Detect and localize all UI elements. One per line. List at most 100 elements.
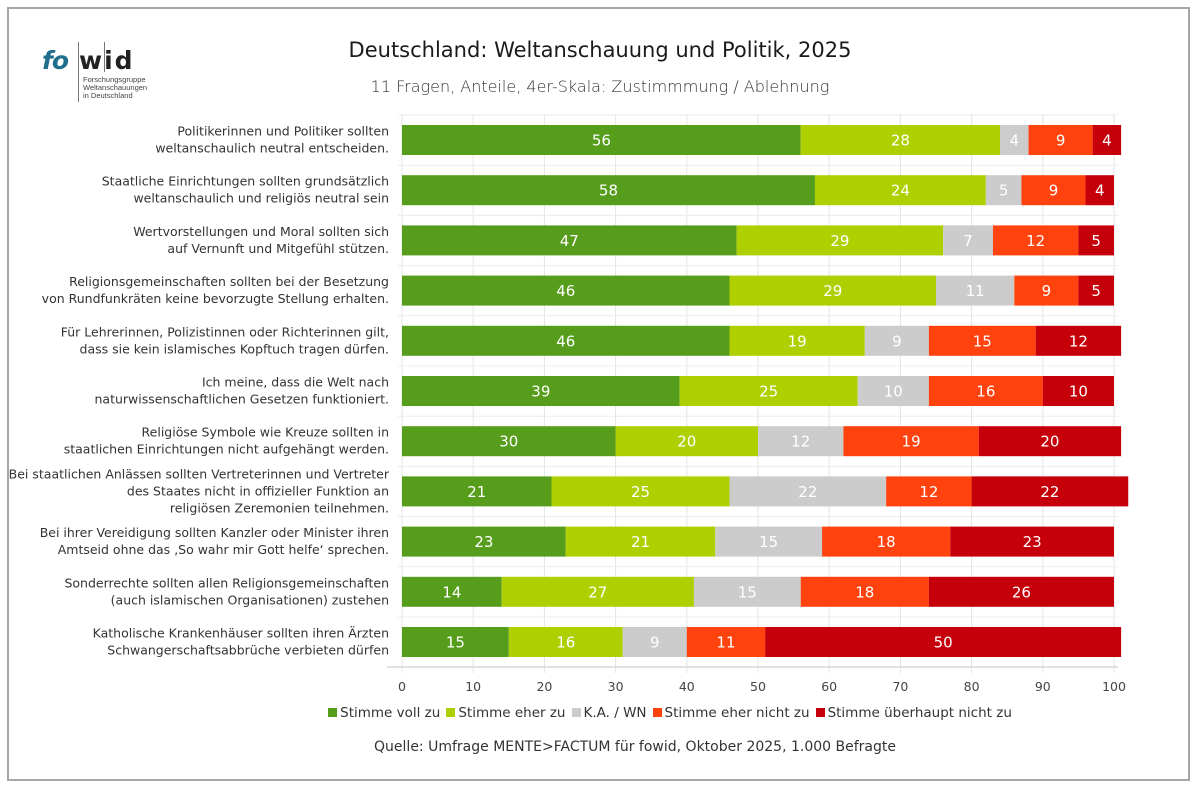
category-label: Ich meine, dass die Welt nach naturwissen… [95,375,390,407]
legend-swatch [328,708,338,717]
bar-segment [1028,125,1093,155]
category-label: Religiöse Symbole wie Kreuze sollten in s… [64,425,389,457]
bar-value-label: 22 [1040,483,1059,501]
source-note: Quelle: Umfrage MENTE>FACTUM für fowid, … [374,739,896,755]
bar-segment [992,225,1079,256]
bar-segment [1042,376,1114,406]
bar-segment [402,325,730,356]
x-axis: 0 10 20 30 40 50 60 70 80 90 100 [387,666,1126,694]
x-tick-label: 100 [1102,679,1126,694]
bar-value-label: 10 [1069,383,1088,401]
bar-segment [985,175,1022,206]
legend-item: Stimme eher nicht zu [652,705,810,721]
bar-segment [758,426,844,457]
bar-segment [402,376,680,406]
category-label-line: Religiöse Symbole wie Kreuze sollten in [142,425,389,440]
bar-segment [1092,125,1122,155]
bar-value-label: 25 [631,483,650,501]
bar-segment [928,376,1043,406]
bar-value-label: 18 [877,533,896,551]
bar-segment [402,175,815,206]
bar-value-label: 9 [1049,182,1059,200]
category-label-line: naturwissenschaftlichen Gesetzen funktio… [95,392,390,407]
category-label-line: religiösen Zeremonien teilnehmen. [170,500,389,515]
bar-segment [402,225,737,256]
category-label-line: (auch islamischen Organisationen) zusteh… [111,592,389,607]
category-label-line: Schwangerschaftsabbrüche verbieten dürfe… [107,643,389,658]
bar-value-label: 5 [1091,282,1101,300]
bar-segment [402,627,509,657]
category-labels: Politikerinnen und Politiker sollten welt… [9,124,390,658]
bar-value-label: 9 [892,332,902,350]
bar-segment [693,576,801,607]
category-label-line: weltanschaulich und religiös neutral sei… [133,191,389,206]
bar-value-label: 9 [1042,282,1052,300]
bar-value-label: 19 [902,433,921,451]
bar-value-label: 16 [556,634,575,652]
bar-value-label: 50 [934,634,953,652]
category-label: Sonderrechte sollten allen Religionsgeme… [64,575,389,607]
bar-segment [551,476,730,507]
chart-title: Deutschland: Weltanschauung und Politik,… [348,38,852,62]
bar-segment [971,476,1129,507]
fowid-logo: fo wid Forschungsgruppe Weltanschauungen… [42,42,152,106]
category-label: Wertvorstellungen und Moral sollten sich… [133,224,389,256]
bar-value-label: 9 [650,634,660,652]
bar-segment [402,426,616,457]
bar-value-label: 58 [599,182,618,200]
legend-label: Stimme überhaupt nicht zu [827,705,1012,721]
bar-value-label: 12 [791,433,810,451]
bar-segment [765,627,1122,657]
bar-segment [1014,275,1079,306]
category-label: Staatliche Einrichtungen sollten grundsä… [102,174,389,206]
bar-value-label: 18 [855,583,874,601]
bar-value-label: 29 [830,232,849,250]
bar-value-label: 46 [556,282,575,300]
legend-item: Stimme eher zu [446,705,566,721]
bar-segment [943,225,993,256]
bar-value-label: 24 [891,182,910,200]
bar-value-label: 12 [919,483,938,501]
bar-segment [1078,275,1114,306]
bar-segment [715,526,823,557]
bar-value-label: 22 [798,483,817,501]
category-label-line: Amtseid ohne das ‚So wahr mir Gott helfe… [58,542,389,557]
category-label-line: Religionsgemeinschaften sollten bei der … [69,274,389,289]
logo-text-fo: fo [42,46,69,75]
stacked-bar-chart: Politikerinnen und Politiker sollten welt… [9,114,1129,694]
category-label-line: staatlichen Einrichtungen nicht aufgehän… [64,442,389,457]
legend-label: Stimme eher zu [458,705,566,721]
bar-segment [800,125,1001,155]
bar-value-label: 15 [446,634,465,652]
bar-value-label: 15 [759,533,778,551]
bar-value-label: 25 [759,383,778,401]
category-label-line: Bei staatlichen Anlässen sollten Vertret… [9,466,390,481]
bar-value-label: 30 [499,433,518,451]
category-label-line: Ich meine, dass die Welt nach [202,375,389,390]
bar-segment [622,627,687,657]
bar-segment [1085,175,1114,206]
bar-segment [402,476,552,507]
bar-segment [508,627,623,657]
bar-value-label: 21 [467,483,486,501]
bar-value-label: 12 [1069,332,1088,350]
bar-value-label: 56 [592,132,611,150]
bar-segment [402,576,502,607]
bar-segment [800,576,929,607]
x-tick-label: 40 [679,679,695,694]
bar-segment [950,526,1114,557]
legend-label: Stimme eher nicht zu [664,705,810,721]
chart-subtitle: 11 Fragen, Anteile, 4er-Skala: Zustimmmu… [370,77,830,96]
x-tick-label: 70 [892,679,908,694]
bar-segment [679,376,858,406]
bar-segment [729,476,887,507]
legend-swatch [571,708,581,717]
bar-segment [936,275,1015,306]
bar-value-label: 9 [1056,132,1066,150]
bar-segment [402,275,730,306]
bar-segment [814,175,986,206]
bar-value-label: 5 [1091,232,1101,250]
category-label: Politikerinnen und Politiker sollten welt… [155,124,389,156]
x-tick-label: 80 [964,679,980,694]
bar-value-label: 11 [716,634,735,652]
